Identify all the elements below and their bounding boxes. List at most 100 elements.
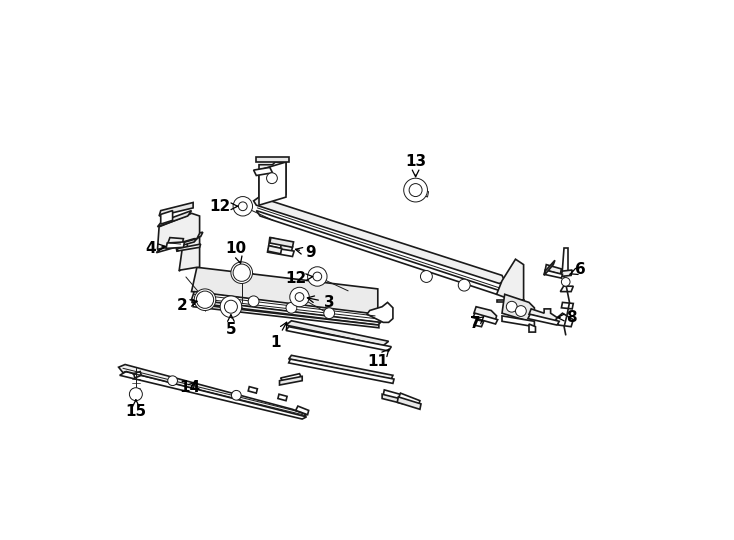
- Circle shape: [231, 390, 241, 400]
- Polygon shape: [529, 324, 536, 332]
- Circle shape: [235, 266, 248, 279]
- Polygon shape: [161, 211, 172, 224]
- Circle shape: [220, 296, 241, 318]
- Text: 4: 4: [145, 241, 165, 256]
- Text: 7: 7: [470, 316, 484, 332]
- Polygon shape: [367, 302, 393, 322]
- Text: 10: 10: [226, 241, 247, 264]
- Text: 15: 15: [126, 400, 147, 419]
- Text: 14: 14: [179, 380, 200, 395]
- Polygon shape: [497, 300, 523, 302]
- Polygon shape: [562, 302, 573, 309]
- Text: 3: 3: [308, 295, 335, 310]
- Circle shape: [225, 300, 237, 313]
- Polygon shape: [166, 242, 184, 248]
- Text: 5: 5: [225, 315, 236, 337]
- Polygon shape: [167, 238, 184, 246]
- Circle shape: [313, 272, 321, 281]
- Polygon shape: [179, 232, 203, 240]
- Circle shape: [231, 262, 252, 284]
- Polygon shape: [254, 197, 505, 284]
- Polygon shape: [560, 270, 573, 276]
- Text: 12: 12: [285, 271, 313, 286]
- Polygon shape: [158, 213, 200, 249]
- Polygon shape: [560, 286, 573, 292]
- Polygon shape: [474, 320, 484, 327]
- Circle shape: [324, 308, 335, 319]
- Polygon shape: [399, 393, 420, 406]
- Polygon shape: [193, 304, 379, 328]
- Polygon shape: [286, 321, 388, 346]
- Polygon shape: [119, 364, 307, 417]
- Polygon shape: [397, 397, 421, 409]
- Polygon shape: [544, 260, 555, 275]
- Circle shape: [308, 267, 327, 286]
- Text: 13: 13: [405, 154, 426, 177]
- Circle shape: [458, 279, 470, 291]
- Polygon shape: [280, 376, 302, 385]
- Circle shape: [233, 264, 250, 281]
- Polygon shape: [423, 189, 429, 197]
- Text: 12: 12: [209, 199, 238, 214]
- Polygon shape: [175, 240, 188, 251]
- Polygon shape: [545, 265, 562, 274]
- Text: 6: 6: [570, 262, 586, 278]
- Polygon shape: [528, 314, 559, 325]
- Polygon shape: [269, 243, 292, 252]
- Polygon shape: [474, 307, 497, 320]
- Circle shape: [295, 293, 304, 301]
- Polygon shape: [256, 157, 288, 162]
- Circle shape: [239, 202, 247, 211]
- Circle shape: [290, 287, 309, 307]
- Circle shape: [233, 197, 252, 216]
- Circle shape: [421, 271, 432, 282]
- Polygon shape: [286, 327, 391, 351]
- Polygon shape: [544, 270, 562, 278]
- Polygon shape: [529, 309, 557, 321]
- Polygon shape: [502, 316, 534, 327]
- Polygon shape: [254, 167, 272, 176]
- Polygon shape: [382, 394, 404, 404]
- Polygon shape: [268, 247, 294, 256]
- Polygon shape: [278, 394, 287, 401]
- Polygon shape: [556, 313, 573, 327]
- Text: 8: 8: [558, 310, 576, 325]
- Polygon shape: [158, 211, 192, 227]
- Polygon shape: [288, 355, 393, 379]
- Polygon shape: [120, 372, 307, 419]
- Circle shape: [248, 296, 259, 307]
- Polygon shape: [280, 374, 302, 382]
- Text: 11: 11: [367, 349, 389, 369]
- Polygon shape: [502, 294, 534, 321]
- Polygon shape: [259, 162, 286, 205]
- Polygon shape: [192, 292, 383, 322]
- Circle shape: [409, 184, 422, 197]
- Polygon shape: [473, 313, 498, 324]
- Polygon shape: [134, 372, 141, 378]
- Polygon shape: [497, 259, 523, 302]
- Polygon shape: [192, 300, 380, 325]
- Polygon shape: [270, 238, 294, 247]
- Circle shape: [195, 289, 216, 310]
- Circle shape: [197, 291, 214, 308]
- Circle shape: [286, 302, 297, 313]
- Circle shape: [562, 278, 570, 286]
- Polygon shape: [383, 390, 404, 401]
- Circle shape: [129, 388, 142, 401]
- Text: 1: 1: [270, 322, 287, 350]
- Polygon shape: [296, 406, 309, 415]
- Polygon shape: [156, 239, 197, 253]
- Polygon shape: [192, 267, 378, 314]
- Polygon shape: [268, 246, 282, 254]
- Text: 2: 2: [177, 298, 197, 313]
- Polygon shape: [179, 238, 200, 271]
- Polygon shape: [288, 359, 394, 383]
- Polygon shape: [177, 244, 200, 251]
- Circle shape: [515, 306, 526, 316]
- Circle shape: [404, 178, 427, 202]
- Circle shape: [266, 173, 277, 184]
- Polygon shape: [259, 162, 286, 197]
- Polygon shape: [269, 238, 282, 248]
- Circle shape: [198, 293, 211, 306]
- Circle shape: [506, 301, 517, 312]
